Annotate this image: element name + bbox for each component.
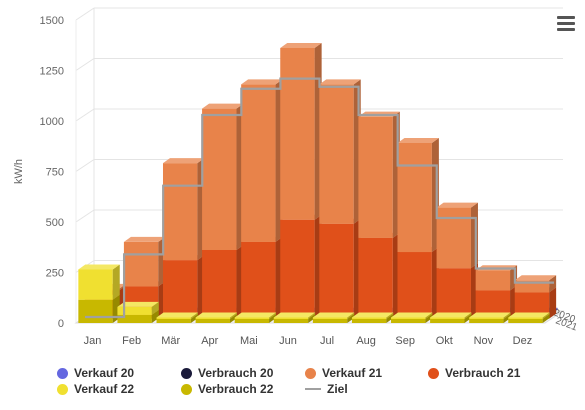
- x-tick-label: Sep: [395, 335, 415, 347]
- bar-verkauf-22-9: [430, 312, 472, 319]
- y-axis-label: kW/h: [13, 159, 25, 184]
- bar-verbrauch-21-4: [241, 236, 283, 319]
- y-tick-label: 250: [46, 268, 64, 280]
- bar-verkauf-21-6: [319, 79, 361, 224]
- y-tick-label: 1500: [40, 15, 64, 27]
- y-tick-label: 1000: [40, 116, 64, 128]
- bar-verkauf-22-1: [117, 301, 159, 315]
- y-tick-label: 500: [46, 217, 64, 229]
- legend-label: Verkauf 20: [74, 366, 135, 380]
- legend-swatch: [57, 383, 68, 395]
- bar-verbrauch-21-2: [162, 255, 205, 319]
- legend-item-ziel[interactable]: Ziel: [305, 381, 348, 397]
- legend-label: Ziel: [327, 382, 348, 396]
- legend-label: Verkauf 22: [74, 382, 135, 396]
- bar-verkauf-22-4: [234, 312, 277, 319]
- bar-verbrauch-21-9: [436, 263, 478, 319]
- legend-item-verkauf-20[interactable]: Verkauf 20: [57, 365, 134, 381]
- hamburger-menu-icon[interactable]: [556, 14, 576, 32]
- legend-label: Verbrauch 22: [198, 382, 274, 396]
- bar-verkauf-21-9: [436, 202, 478, 269]
- legend-item-verkauf-21[interactable]: Verkauf 21: [305, 365, 382, 381]
- x-tick-label: Okt: [436, 335, 453, 347]
- bar-verkauf-21-2: [162, 158, 205, 261]
- legend-label: Verkauf 21: [322, 366, 383, 380]
- bar-verbrauch-21-6: [319, 218, 361, 319]
- ziel-line: [85, 77, 554, 319]
- y-tick-label: 0: [58, 318, 64, 330]
- bar-verkauf-22-2: [156, 312, 198, 319]
- legend-swatch: [305, 367, 316, 379]
- bar-verkauf-22-8: [391, 312, 433, 319]
- legend-swatch: [428, 367, 439, 379]
- bar-verbrauch-21-8: [397, 247, 439, 319]
- bar-verbrauch-21-5: [280, 214, 322, 319]
- bar-verkauf-21-1: [123, 236, 166, 287]
- legend-item-verbrauch-21[interactable]: Verbrauch 21: [428, 365, 520, 381]
- bar-verkauf-21-3: [202, 103, 244, 250]
- legend-item-verkauf-22[interactable]: Verkauf 22: [57, 381, 134, 397]
- bars: [78, 43, 558, 323]
- legend-swatch: [181, 383, 192, 395]
- x-tick-label: Feb: [122, 335, 141, 347]
- bar-verkauf-22-5: [273, 312, 316, 319]
- bar-verkauf-22-0: [78, 264, 120, 300]
- bar-verkauf-22-6: [312, 312, 355, 319]
- x-tick-label: Jan: [84, 335, 102, 347]
- bar-verkauf-22-10: [469, 312, 511, 319]
- bar-verkauf-22-7: [351, 312, 394, 319]
- bar-verkauf-21-5: [280, 43, 322, 220]
- legend-item-verbrauch-20[interactable]: Verbrauch 20: [181, 365, 273, 381]
- legend-swatch: [181, 367, 192, 379]
- legend-label: Verbrauch 20: [198, 366, 274, 380]
- y-axis-ticks: 0 250 500 750 1000 1250 1500: [40, 15, 64, 330]
- x-tick-label: Dez: [513, 335, 533, 347]
- bar-verkauf-21-8: [397, 137, 439, 253]
- x-tick-label: Apr: [201, 335, 218, 347]
- legend-item-verbrauch-22[interactable]: Verbrauch 22: [181, 381, 273, 397]
- bar-verkauf-21-4: [241, 79, 283, 242]
- bar-verkauf-22-3: [195, 312, 237, 319]
- legend-swatch: [305, 388, 321, 390]
- legend-swatch: [57, 367, 68, 379]
- y-tick-label: 1250: [40, 66, 64, 78]
- bar-verbrauch-21-3: [202, 245, 244, 319]
- x-tick-label: Mär: [161, 335, 180, 347]
- x-axis-ticks: Jan Feb Mär Apr Mai Jun Jul Aug Sep Okt Nov Dez: [84, 335, 533, 347]
- x-tick-label: Jun: [279, 335, 297, 347]
- x-tick-label: Nov: [474, 335, 494, 347]
- x-tick-label: Aug: [356, 335, 376, 347]
- legend-label: Verbrauch 21: [445, 366, 521, 380]
- bar-verkauf-21-11: [514, 275, 557, 293]
- x-tick-label: Jul: [320, 335, 334, 347]
- bar-verkauf-22-11: [508, 312, 550, 319]
- bar-verbrauch-21-7: [358, 232, 400, 319]
- legend: Verkauf 20 Verbrauch 20 Verkauf 21 Verbrauc…: [0, 364, 585, 404]
- x-tick-label: Mai: [240, 335, 258, 347]
- bar-verkauf-21-7: [358, 111, 400, 238]
- y-tick-label: 750: [46, 167, 64, 179]
